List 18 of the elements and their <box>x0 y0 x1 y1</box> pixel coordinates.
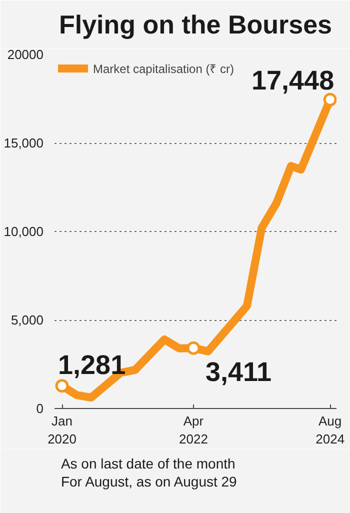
y-tick-label: 0 <box>36 401 44 416</box>
y-tick-label: 20000 <box>7 47 44 62</box>
y-tick-label: 15,000 <box>4 136 44 150</box>
legend-label: Market capitalisation (₹ cr) <box>93 60 234 76</box>
y-tick-label: 10,000 <box>4 224 44 239</box>
chart-title: Flying on the Bourses <box>58 10 332 40</box>
point <box>323 92 336 106</box>
data-label: 1,281 <box>58 350 126 380</box>
data-label: 17,448 <box>252 66 334 96</box>
data-label: 3,411 <box>206 357 272 388</box>
text: As on last date of the month <box>60 456 236 472</box>
point <box>55 379 69 393</box>
x-tick-label: Aug 2024 <box>316 414 345 446</box>
text: For August, as on August 29 <box>60 474 238 490</box>
point <box>186 341 200 355</box>
x-tick-label: Jan 2020 <box>48 414 76 446</box>
y-tick-label: 5,000 <box>10 312 44 328</box>
x-tick-label: Apr 2022 <box>179 414 208 446</box>
